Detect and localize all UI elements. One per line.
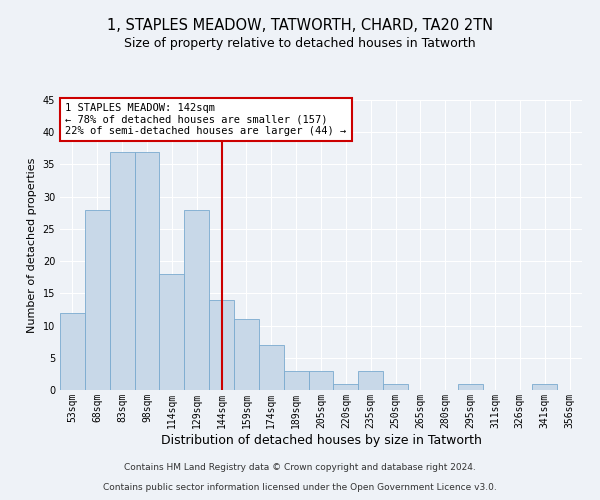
Bar [110,152,134,390]
Bar [209,300,234,390]
Y-axis label: Number of detached properties: Number of detached properties [27,158,37,332]
Text: Contains HM Land Registry data © Crown copyright and database right 2024.: Contains HM Land Registry data © Crown c… [124,464,476,472]
X-axis label: Distribution of detached houses by size in Tatworth: Distribution of detached houses by size … [161,434,481,446]
Bar [85,210,110,390]
Bar [334,384,358,390]
Bar [358,370,383,390]
Bar [308,370,334,390]
Bar [284,370,308,390]
Text: 1 STAPLES MEADOW: 142sqm
← 78% of detached houses are smaller (157)
22% of semi-: 1 STAPLES MEADOW: 142sqm ← 78% of detach… [65,103,346,136]
Bar [532,384,557,390]
Text: Contains public sector information licensed under the Open Government Licence v3: Contains public sector information licen… [103,484,497,492]
Bar [259,345,284,390]
Text: Size of property relative to detached houses in Tatworth: Size of property relative to detached ho… [124,38,476,51]
Bar [383,384,408,390]
Bar [134,152,160,390]
Bar [458,384,482,390]
Bar [160,274,184,390]
Bar [184,210,209,390]
Bar [234,319,259,390]
Text: 1, STAPLES MEADOW, TATWORTH, CHARD, TA20 2TN: 1, STAPLES MEADOW, TATWORTH, CHARD, TA20… [107,18,493,32]
Bar [60,312,85,390]
